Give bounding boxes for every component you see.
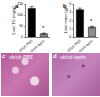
- svg-text:0: 0: [21, 35, 23, 39]
- svg-text:50: 50: [19, 24, 23, 28]
- svg-text:150: 150: [17, 2, 23, 6]
- svg-text:ob/ob leptin: ob/ob leptin: [77, 39, 93, 52]
- svg-text:ob/ob PBS: ob/ob PBS: [66, 39, 82, 52]
- svg-text:1: 1: [69, 27, 71, 31]
- html-text:ob/ob PBS: ob/ob PBS: [9, 54, 33, 60]
- svg-text:b: b: [63, 3, 67, 9]
- html-text:ob/ob leptin: ob/ob leptin: [60, 54, 86, 60]
- svg-text:*: *: [90, 18, 93, 24]
- svg-text:3: 3: [69, 10, 71, 14]
- svg-text:Liver TG (mg/g): Liver TG (mg/g): [11, 6, 16, 35]
- svg-text:0: 0: [69, 35, 71, 39]
- svg-text:a: a: [15, 3, 19, 9]
- svg-text:100: 100: [17, 13, 23, 17]
- svg-text:Liver mass (g): Liver mass (g): [63, 7, 68, 33]
- svg-text:2: 2: [69, 19, 71, 23]
- svg-text:ob/ob PBS: ob/ob PBS: [18, 39, 34, 52]
- svg-text:ob/ob leptin: ob/ob leptin: [29, 39, 45, 52]
- svg-text:*: *: [42, 25, 45, 31]
- html-text:c: c: [2, 53, 6, 59]
- html-text:d: d: [53, 53, 57, 59]
- svg-text:4: 4: [69, 2, 71, 6]
